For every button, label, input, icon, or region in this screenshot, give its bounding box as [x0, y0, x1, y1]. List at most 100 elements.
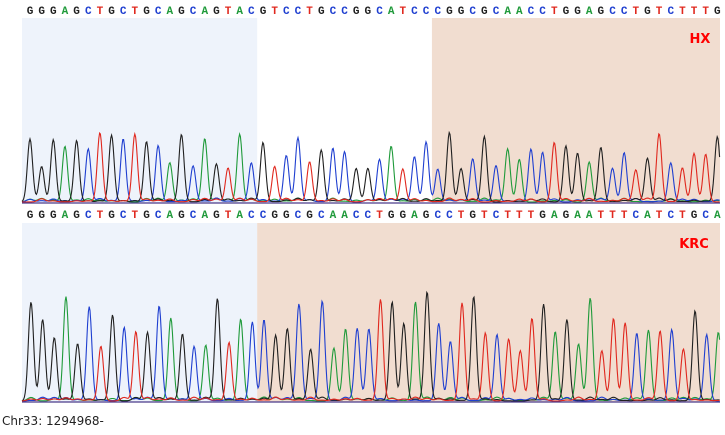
base-letter: C	[120, 210, 127, 222]
base-letter: T	[656, 210, 663, 222]
base-letter: G	[388, 210, 395, 222]
base-letter: G	[108, 6, 115, 18]
base-letter: C	[423, 6, 430, 18]
base-letter: T	[132, 6, 139, 18]
base-letter: C	[295, 6, 302, 18]
base-letter: C	[283, 6, 290, 18]
base-letter: C	[341, 6, 348, 18]
base-letter: C	[120, 6, 127, 18]
base-letter: T	[132, 210, 139, 222]
base-letter: G	[143, 6, 150, 18]
base-letter: T	[621, 210, 628, 222]
base-letter: A	[388, 6, 395, 18]
base-letter: G	[365, 6, 372, 18]
base-letter: T	[225, 210, 232, 222]
base-letter: G	[73, 6, 80, 18]
base-letter: A	[586, 210, 593, 222]
base-letter: C	[85, 210, 92, 222]
base-letter: G	[27, 210, 34, 222]
base-letter: G	[271, 210, 278, 222]
base-letter: C	[155, 6, 162, 18]
base-letter: A	[236, 210, 243, 222]
base-letter: G	[283, 210, 290, 222]
trace-g	[21, 130, 721, 203]
trace-g	[21, 290, 720, 402]
base-letter: C	[446, 210, 453, 222]
base-letter: C	[365, 210, 372, 222]
base-letter: A	[574, 210, 581, 222]
base-letter: T	[97, 6, 104, 18]
base-letter: C	[493, 210, 500, 222]
base-letter: T	[306, 6, 313, 18]
base-letter: C	[539, 6, 546, 18]
base-letter: C	[190, 210, 197, 222]
base-letter: T	[632, 6, 639, 18]
sample-label: KRC	[679, 237, 709, 252]
base-letter: C	[667, 6, 674, 18]
base-letter: G	[423, 210, 430, 222]
base-letter: A	[236, 6, 243, 18]
base-letter: A	[201, 6, 208, 18]
base-letter: G	[73, 210, 80, 222]
base-letter: G	[598, 6, 605, 18]
base-letter: T	[225, 6, 232, 18]
base-letter: G	[318, 6, 325, 18]
base-letter: C	[434, 6, 441, 18]
base-letter: G	[306, 210, 313, 222]
base-letter: T	[528, 210, 535, 222]
base-letter: C	[376, 6, 383, 18]
base-letter: G	[213, 6, 220, 18]
sample-label: HX	[690, 32, 711, 47]
base-letter: A	[330, 210, 337, 222]
base-letter: T	[551, 6, 558, 18]
base-letter: A	[714, 210, 721, 222]
highlight-region-tan	[431, 18, 720, 203]
base-letter: T	[481, 210, 488, 222]
trace-t	[22, 131, 720, 203]
base-letter: C	[295, 210, 302, 222]
base-letter: G	[644, 6, 651, 18]
base-letter: T	[679, 6, 686, 18]
base-letter: A	[504, 6, 511, 18]
base-letter: G	[178, 6, 185, 18]
base-letter: G	[178, 210, 185, 222]
base-letter: T	[691, 6, 698, 18]
base-letter: C	[528, 6, 535, 18]
genomic-coordinate: Chr33: 1294968-	[2, 414, 104, 428]
base-letter: C	[190, 6, 197, 18]
base-letter: T	[656, 6, 663, 18]
base-letter: T	[598, 210, 605, 222]
base-letter: T	[609, 210, 616, 222]
base-letter: G	[27, 6, 34, 18]
base-letter: C	[330, 6, 337, 18]
base-letter: G	[213, 210, 220, 222]
base-letter: T	[271, 6, 278, 18]
base-letter: C	[632, 210, 639, 222]
base-letter: G	[399, 210, 406, 222]
base-letter: C	[155, 210, 162, 222]
highlight-region-blue	[22, 18, 258, 203]
base-letter: C	[248, 6, 255, 18]
base-letter: A	[644, 210, 651, 222]
base-letter: G	[458, 6, 465, 18]
base-letter: C	[260, 210, 267, 222]
base-letter: C	[667, 210, 674, 222]
base-letter: T	[97, 210, 104, 222]
base-letter: G	[50, 210, 57, 222]
base-letter: C	[85, 6, 92, 18]
base-letter: A	[341, 210, 348, 222]
base-letter: G	[539, 210, 546, 222]
base-letter: G	[469, 210, 476, 222]
base-letter: G	[353, 6, 360, 18]
base-letter: G	[563, 210, 570, 222]
base-letter: C	[411, 6, 418, 18]
base-letter: G	[446, 6, 453, 18]
base-letter: C	[318, 210, 325, 222]
base-letter: C	[621, 6, 628, 18]
base-letter: T	[679, 210, 686, 222]
base-letter: C	[702, 210, 709, 222]
trace-t	[22, 299, 720, 402]
base-letter: A	[166, 6, 173, 18]
